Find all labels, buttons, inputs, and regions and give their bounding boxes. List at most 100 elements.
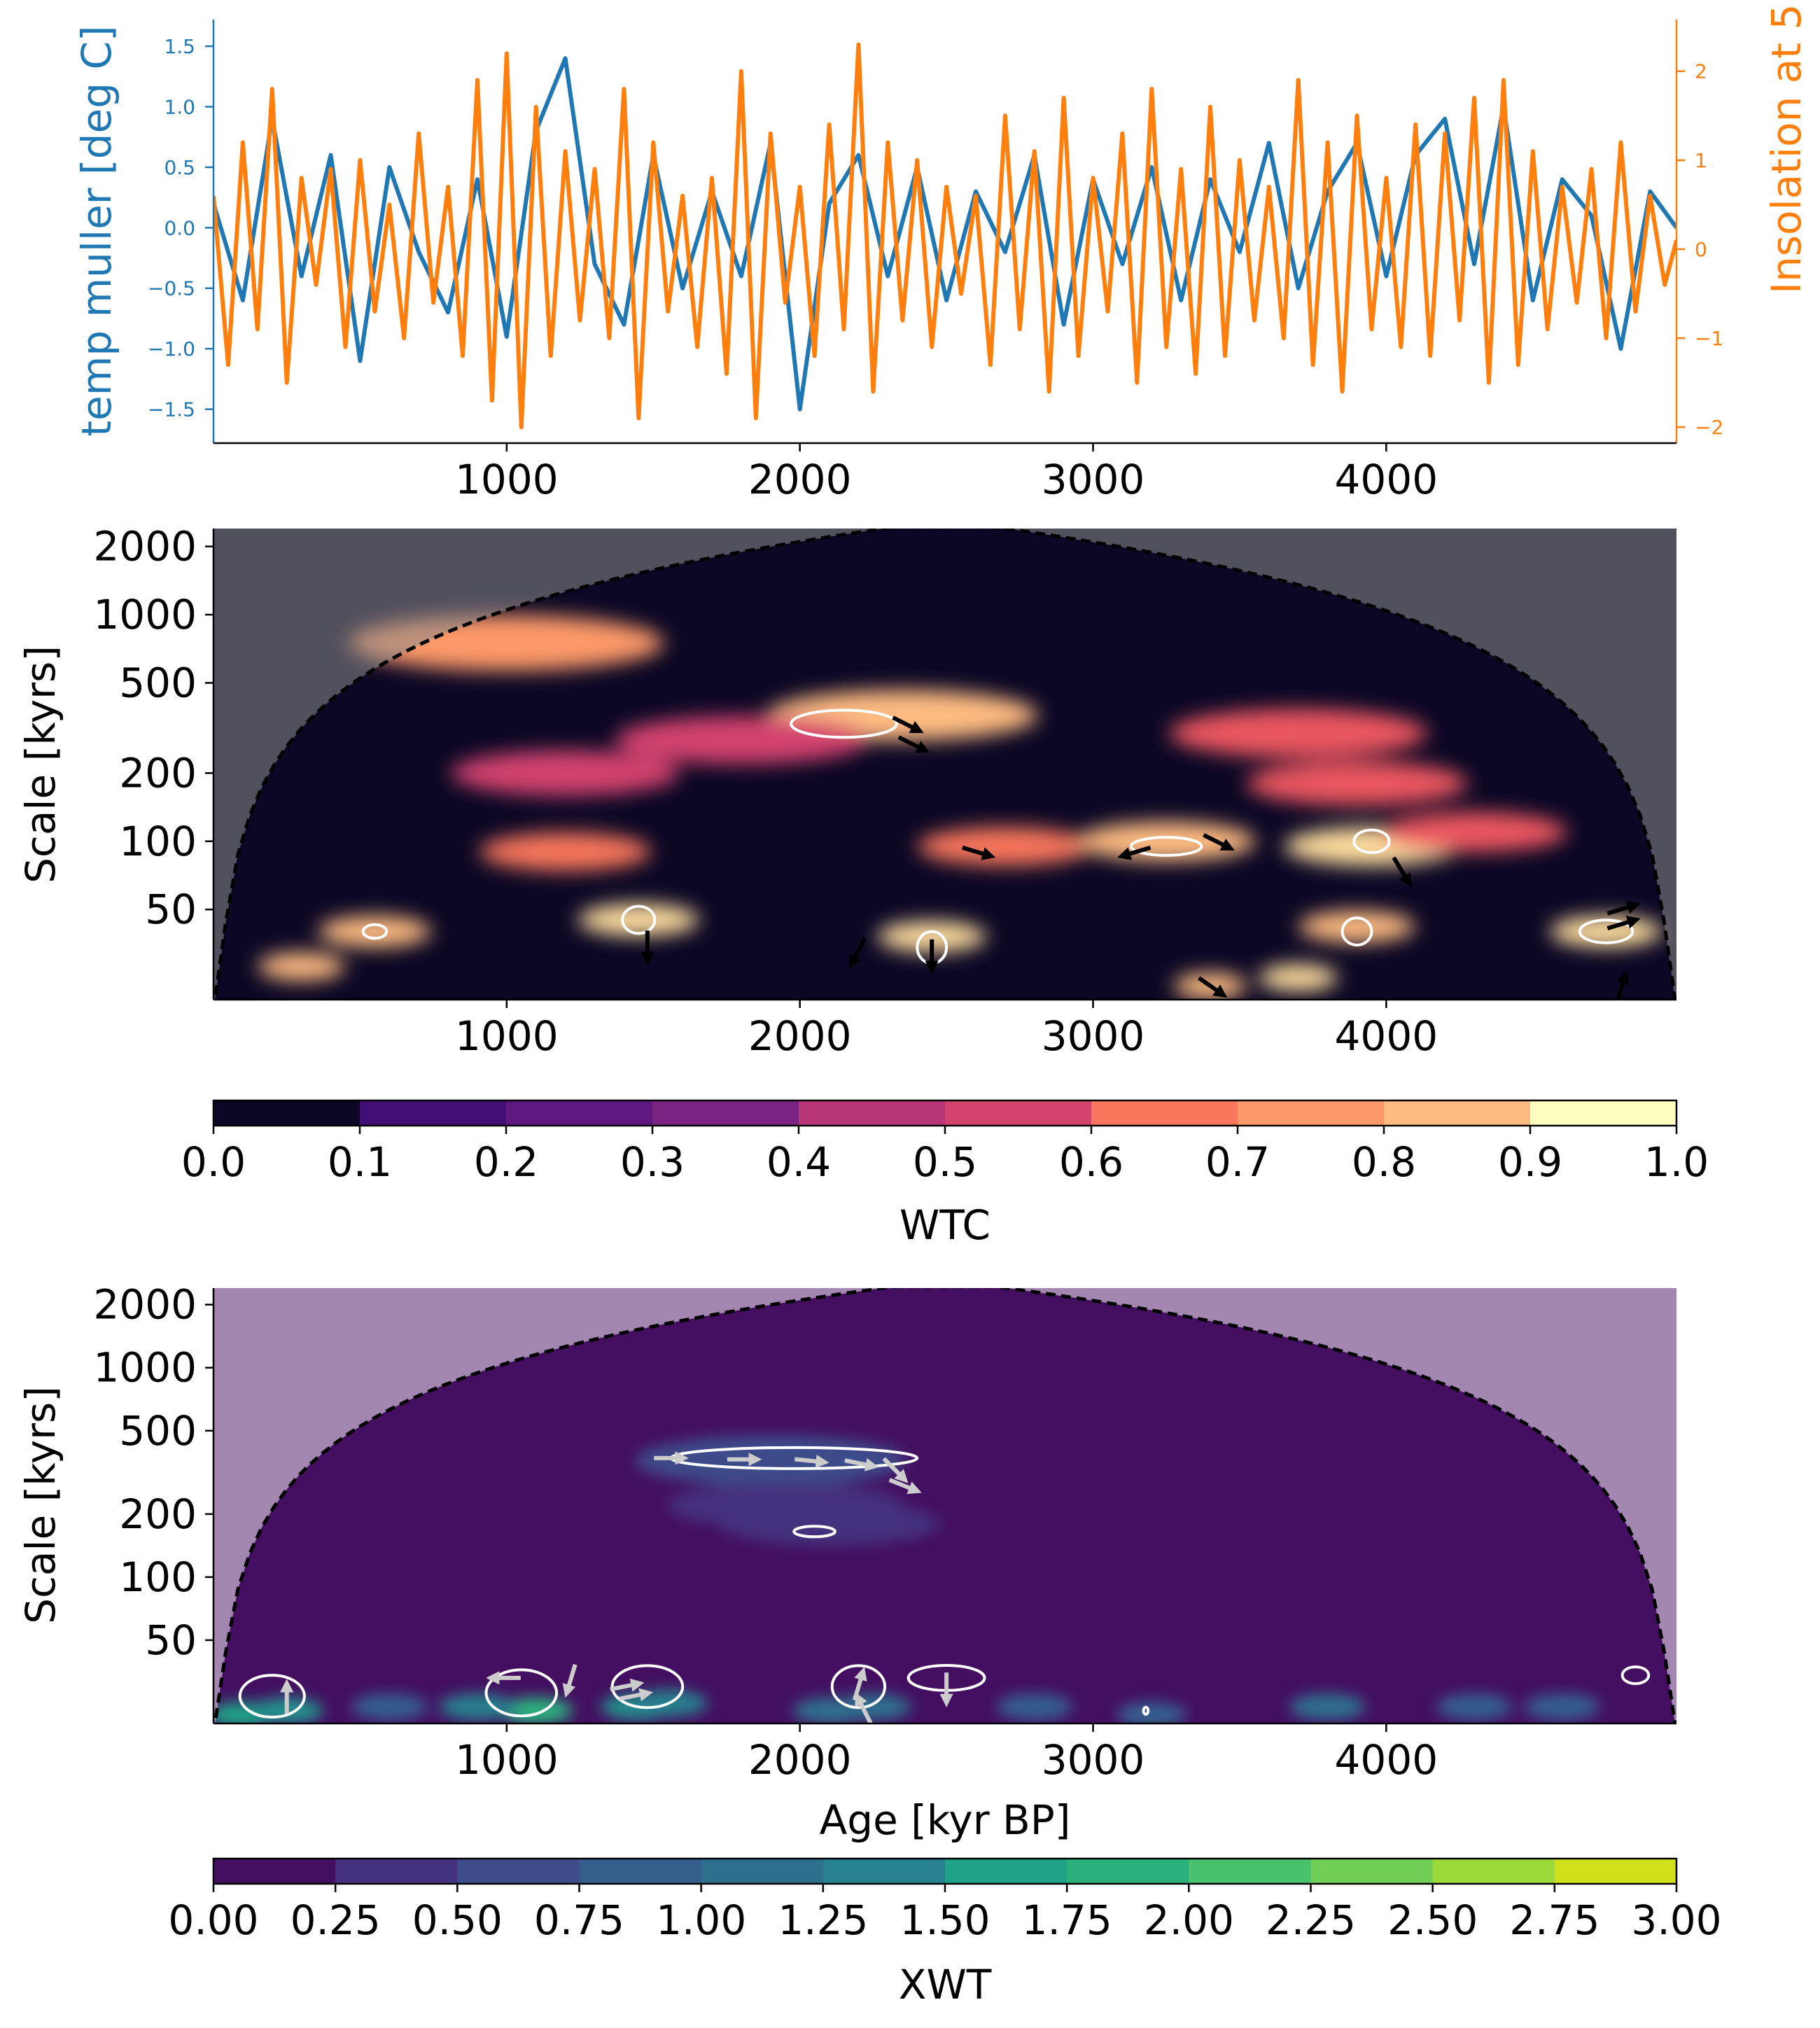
time-series-lines bbox=[214, 42, 1676, 430]
colorbar-segment bbox=[214, 1100, 360, 1126]
wtc-axes: 50 100 200 500 1000 2000 1000 2000 3000 4000 bbox=[93, 523, 1676, 1060]
phase-arrow bbox=[897, 735, 930, 753]
heatmap-cell bbox=[1298, 911, 1415, 943]
insolation-tick-label: 2 bbox=[1695, 60, 1707, 83]
x-tick-label: 4000 bbox=[1335, 1736, 1438, 1784]
significance-contour bbox=[238, 1674, 306, 1719]
phase-arrow bbox=[882, 1457, 909, 1483]
phase-arrow bbox=[1117, 845, 1152, 860]
phase-arrow bbox=[562, 1663, 578, 1698]
wtc-panel: 50 100 200 500 1000 2000 1000 2000 3000 4000 Scal… bbox=[17, 523, 1709, 1249]
phase-arrow bbox=[849, 937, 867, 970]
insolation-tick-label: 1 bbox=[1695, 149, 1707, 172]
phase-arrow bbox=[1606, 900, 1641, 916]
y-tick-label: 500 bbox=[119, 1407, 197, 1455]
significance-contour bbox=[610, 1664, 685, 1709]
significance-contour bbox=[361, 923, 388, 940]
colorbar-segment bbox=[1530, 1100, 1677, 1126]
insolation-tick-label: −2 bbox=[1695, 416, 1723, 439]
phase-arrow bbox=[855, 1692, 873, 1723]
colorbar-segment bbox=[214, 1859, 336, 1884]
heatmap-cell bbox=[1259, 964, 1338, 991]
colorbar-tick-label: 2.25 bbox=[1266, 1896, 1356, 1944]
heatmap-cell bbox=[1289, 1693, 1366, 1721]
x-tick-label: 4000 bbox=[1335, 1012, 1438, 1060]
colorbar-tick-label: 1.50 bbox=[899, 1896, 990, 1944]
colorbar-tick-label: 2.50 bbox=[1387, 1896, 1478, 1944]
colorbar-tick-label: 2.75 bbox=[1509, 1896, 1600, 1944]
colorbar-tick-label: 1.25 bbox=[778, 1896, 868, 1944]
colorbar-segment bbox=[1189, 1859, 1311, 1884]
significance-contour bbox=[1142, 1705, 1150, 1716]
xwt-axes: 50 100 200 500 1000 2000 1000 2000 3000 4000 bbox=[93, 1281, 1676, 1784]
colorbar-segment bbox=[1091, 1100, 1238, 1126]
colorbar-segment bbox=[799, 1100, 946, 1126]
xwt-cone-of-influence-mask bbox=[214, 1288, 1676, 1723]
insolation-series-line bbox=[214, 42, 1676, 430]
y-tick-label: 200 bbox=[119, 749, 197, 797]
x-tick-label: 3000 bbox=[1042, 456, 1145, 503]
temp-axis-label: temp muller [deg C] bbox=[73, 25, 120, 436]
colorbar-tick-label: 0.8 bbox=[1352, 1138, 1416, 1186]
y-tick-label: 500 bbox=[119, 659, 197, 707]
temp-tick-label: 1.0 bbox=[164, 95, 195, 118]
phase-arrow bbox=[1197, 976, 1228, 998]
colorbar-segment bbox=[945, 1100, 1092, 1126]
heatmap-cell bbox=[1116, 1702, 1187, 1723]
significance-contour bbox=[790, 708, 898, 739]
heatmap-cell bbox=[1436, 1693, 1513, 1721]
xwt-phase-arrows bbox=[280, 1451, 953, 1723]
insolation-axis-label: Insolation at 5 °S [W/m²] bbox=[1763, 0, 1810, 294]
temp-series-line bbox=[214, 56, 1676, 412]
colorbar-tick-label: 1.75 bbox=[1022, 1896, 1112, 1944]
x-tick-label: 2000 bbox=[748, 456, 852, 503]
xwt-ylabel: Scale [kyrs] bbox=[17, 1386, 64, 1624]
x-tick-label: 1000 bbox=[455, 1012, 559, 1060]
xwt-cone-of-influence bbox=[214, 1288, 1676, 1723]
y-tick-label: 50 bbox=[145, 1616, 197, 1664]
xwt-xlabel: Age [kyr BP] bbox=[820, 1796, 1071, 1844]
colorbar-segment bbox=[335, 1859, 458, 1884]
heatmap-cell bbox=[578, 903, 699, 937]
xwt-colorbar: 0.00 0.25 0.50 0.75 1.00 1.25 1.50 1.75 2.00 2.25… bbox=[168, 1857, 1722, 1944]
x-tick-label: 1000 bbox=[455, 456, 559, 503]
temp-tick-label: 0.0 bbox=[164, 216, 195, 239]
colorbar-tick-label: 0.2 bbox=[474, 1138, 538, 1186]
colorbar-segment bbox=[506, 1100, 653, 1126]
colorbar-segment bbox=[652, 1100, 799, 1126]
colorbar-segment bbox=[945, 1859, 1068, 1884]
colorbar-tick-label: 0.5 bbox=[913, 1138, 977, 1186]
x-tick-label: 3000 bbox=[1042, 1736, 1145, 1784]
temp-tick-label: −1.5 bbox=[148, 398, 195, 421]
heatmap-cell bbox=[1381, 811, 1567, 853]
colorbar-segment bbox=[1432, 1859, 1555, 1884]
heatmap-cell bbox=[439, 1693, 516, 1721]
y-tick-label: 1000 bbox=[93, 1344, 197, 1392]
phase-arrow bbox=[892, 715, 924, 734]
xwt-colorbar-label: XWT bbox=[899, 1961, 992, 2008]
wtc-colorbar: 0.0 0.1 0.2 0.3 0.4 0.5 0.6 0.7 0.8 0.9 1.0 bbox=[181, 1099, 1709, 1186]
y-tick-label: 100 bbox=[119, 1553, 197, 1601]
wtc-heatmap bbox=[258, 615, 1663, 1000]
colorbar-tick-label: 3.00 bbox=[1631, 1896, 1721, 1944]
x-tick-label: 2000 bbox=[748, 1736, 852, 1784]
colorbar-segment bbox=[1067, 1859, 1189, 1884]
heatmap-cell bbox=[877, 921, 987, 952]
x-tick-label: 4000 bbox=[1335, 456, 1438, 503]
heatmap-cell bbox=[792, 1697, 866, 1723]
y-tick-label: 1000 bbox=[93, 591, 197, 638]
significance-contour bbox=[1129, 836, 1203, 857]
x-tick-label: 2000 bbox=[748, 1012, 852, 1060]
wtc-colorbar-label: WTC bbox=[899, 1201, 990, 1249]
significance-contour bbox=[1340, 916, 1373, 946]
colorbar-tick-label: 0.0 bbox=[181, 1138, 246, 1186]
heatmap-cell bbox=[718, 1501, 940, 1546]
colorbar-tick-label: 0.1 bbox=[328, 1138, 392, 1186]
colorbar-segment bbox=[579, 1859, 702, 1884]
y-tick-label: 100 bbox=[119, 818, 197, 865]
heatmap-cell bbox=[258, 952, 346, 981]
colorbar-tick-label: 2.00 bbox=[1144, 1896, 1234, 1944]
heatmap-cell bbox=[917, 827, 1093, 866]
colorbar-tick-label: 0.3 bbox=[620, 1138, 685, 1186]
